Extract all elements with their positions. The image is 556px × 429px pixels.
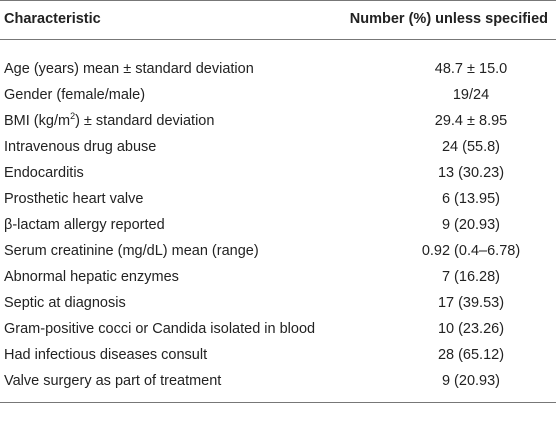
table-cell: 10 (23.26)	[437, 321, 505, 337]
table-row: Septic at diagnosis 17 (39.53)	[0, 290, 556, 316]
table-row: Age (years) mean ± standard deviation 48.…	[0, 40, 556, 83]
table-cell: Serum creatinine (mg/dL) mean (range)	[4, 243, 259, 259]
table-cell: Age (years) mean ± standard deviation	[4, 61, 254, 77]
table-cell: Had infectious diseases consult	[4, 347, 208, 363]
table-cell: 29.4 ± 8.95	[434, 113, 508, 129]
table-cell: Septic at diagnosis	[4, 295, 126, 311]
table-cell: Intravenous drug abuse	[4, 139, 157, 155]
table-header: Characteristic Number (%) unless specifi…	[0, 0, 556, 40]
table-row: BMI (kg/m2) ± standard deviation 29.4 ± 8…	[0, 108, 556, 134]
table-row: Abnormal hepatic enzymes 7 (16.28)	[0, 264, 556, 290]
table-cell: Endocarditis	[4, 165, 84, 181]
table-row: β-lactam allergy reported 9 (20.93)	[0, 212, 556, 238]
table-cell: 24 (55.8)	[441, 139, 501, 155]
cell-text: BMI (kg/m	[4, 113, 71, 129]
table-cell: Gram-positive cocci or Candida isolated …	[4, 321, 316, 337]
table-row: Endocarditis 13 (30.23)	[0, 160, 556, 186]
table-cell: 6 (13.95)	[441, 191, 501, 207]
table-cell: 28 (65.12)	[437, 347, 505, 363]
table-cell: 13 (30.23)	[437, 165, 505, 181]
table-row: Gram-positive cocci or Candida isolated …	[0, 316, 556, 342]
table-row: Serum creatinine (mg/dL) mean (range) 0.9…	[0, 238, 556, 264]
header-cell: Number (%) unless specified	[330, 0, 556, 40]
table-cell: 17 (39.53)	[437, 295, 505, 311]
table-cell: 7 (16.28)	[441, 269, 501, 285]
table-cell: Prosthetic heart valve	[4, 191, 144, 207]
table-cell: Gender (female/male)	[4, 87, 146, 103]
table-row: Had infectious diseases consult 28 (65.12…	[0, 342, 556, 368]
table-cell: β-lactam allergy reported	[4, 217, 165, 233]
cell-text: ) ± standard deviation	[75, 113, 215, 129]
table-body: Age (years) mean ± standard deviation 48.…	[0, 40, 556, 403]
table-cell: BMI (kg/m2) ± standard deviation	[0, 108, 330, 134]
header-cell: Characteristic	[0, 0, 330, 40]
table-row: Prosthetic heart valve 6 (13.95)	[0, 186, 556, 212]
table-cell: 0.92 (0.4–6.78)	[421, 243, 521, 259]
table-cell: Abnormal hepatic enzymes	[4, 269, 179, 285]
data-table: Characteristic Number (%) unless specifi…	[0, 0, 556, 403]
table-row: Gender (female/male) 19/24	[0, 82, 556, 108]
table-cell: 9 (20.93)	[441, 217, 501, 233]
table-row: Intravenous drug abuse 24 (55.8)	[0, 134, 556, 160]
table-cell: 48.7 ± 15.0	[434, 61, 508, 77]
table-cell: 19/24	[452, 87, 490, 103]
table-cell: 9 (20.93)	[330, 368, 556, 403]
superscript: 2	[70, 111, 76, 122]
table-cell: Valve surgery as part of treatment	[0, 368, 330, 403]
table-row: Valve surgery as part of treatment 9 (20.…	[0, 368, 556, 403]
header-row: Characteristic Number (%) unless specifi…	[0, 0, 556, 40]
